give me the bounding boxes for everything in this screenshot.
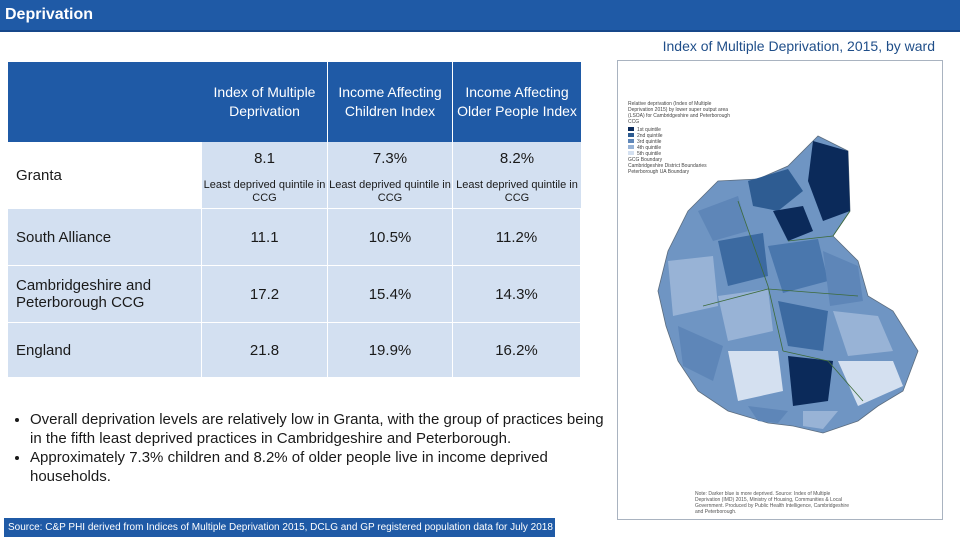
map-region — [728, 351, 783, 401]
legend-item: 4th quintile — [628, 145, 738, 151]
legend-label: 3rd quintile — [637, 139, 662, 145]
row-children-value: 19.9% — [328, 322, 453, 377]
row-label: South Alliance — [8, 208, 202, 265]
bullet-item: Overall deprivation levels are relativel… — [30, 410, 608, 448]
map-region — [698, 196, 748, 241]
title-bar: Deprivation — [0, 0, 960, 32]
legend-item: 2nd quintile — [628, 133, 738, 139]
map-region — [748, 406, 788, 423]
granta-children-value: 7.3% — [328, 142, 452, 175]
row-imd-value: 17.2 — [202, 265, 328, 322]
row-label: England — [8, 322, 202, 377]
table-row: South Alliance 11.1 10.5% 11.2% — [8, 208, 581, 265]
header-children: Income Affecting Children Index — [328, 62, 452, 142]
table-row-granta: Granta 8.1 7.3% 8.2% Least deprived quin… — [8, 142, 581, 208]
map-region — [808, 141, 850, 221]
legend-items: 1st quintile 2nd quintile 3rd quintile 4th … — [628, 127, 738, 157]
legend-item: 5th quintile — [628, 151, 738, 157]
district-boundary — [787, 210, 851, 242]
header-imd: Index of Multiple Deprivation — [202, 62, 327, 142]
map-region — [773, 206, 813, 241]
legend-label: 1st quintile — [637, 127, 661, 133]
granta-imd-value: 8.1 — [202, 142, 327, 175]
granta-imd-sub: Least deprived quintile in CCG — [202, 175, 327, 208]
map-region — [668, 256, 718, 316]
table-header-row: Index of Multiple Deprivation Income Aff… — [8, 62, 581, 142]
row-children-value: 15.4% — [328, 265, 453, 322]
table-header-blank — [8, 62, 202, 142]
legend-swatch — [628, 139, 634, 143]
table-row: England 21.8 19.9% 16.2% — [8, 322, 581, 377]
header-older: Income Affecting Older People Index — [453, 62, 581, 142]
map-region — [838, 361, 903, 406]
deprivation-map: Relative deprivation (Index of Multiple … — [617, 60, 943, 520]
row-label-granta: Granta — [8, 142, 202, 208]
granta-older-sub: Least deprived quintile in CCG — [453, 175, 581, 208]
legend-item: 1st quintile — [628, 127, 738, 133]
map-region — [833, 311, 893, 356]
district-boundary — [782, 350, 864, 402]
legend-swatch — [628, 127, 634, 131]
row-older-value: 11.2% — [453, 208, 581, 265]
legend-swatch — [628, 133, 634, 137]
row-imd-value: 11.1 — [202, 208, 328, 265]
legend-boundary: Cambridgeshire District Boundaries — [628, 163, 707, 169]
map-region — [718, 233, 768, 286]
legend-swatch — [628, 151, 634, 155]
map-region — [788, 356, 833, 406]
map-region — [823, 251, 863, 306]
row-older-value: 16.2% — [453, 322, 581, 377]
granta-older-value: 8.2% — [453, 142, 581, 175]
legend-swatch — [628, 145, 634, 149]
row-imd-value: 21.8 — [202, 322, 328, 377]
map-legend: Relative deprivation (Index of Multiple … — [628, 101, 738, 175]
legend-heading: Relative deprivation (Index of Multiple … — [628, 101, 730, 125]
legend-boundary: Peterborough UA Boundary — [628, 169, 690, 175]
source-footer: Source: C&P PHI derived from Indices of … — [4, 518, 555, 537]
map-region — [768, 239, 828, 293]
legend-label: 2nd quintile — [637, 133, 663, 139]
granta-children-sub: Least deprived quintile in CCG — [328, 175, 452, 208]
district-boundary — [737, 200, 784, 352]
map-region — [678, 326, 723, 381]
page-title: Deprivation — [5, 6, 94, 23]
legend-item: 3rd quintile — [628, 139, 738, 145]
row-children-value: 10.5% — [328, 208, 453, 265]
row-older-value: 14.3% — [453, 265, 581, 322]
summary-bullets: Overall deprivation levels are relativel… — [8, 410, 608, 486]
bullet-item: Approximately 7.3% children and 8.2% of … — [30, 448, 608, 486]
legend-label: 4th quintile — [637, 145, 662, 151]
row-label: Cambridgeshire and Peterborough CCG — [8, 265, 202, 322]
map-note: Note: Darker blue is more deprived. Sour… — [695, 491, 849, 515]
map-region — [778, 301, 828, 351]
map-region — [718, 289, 773, 341]
legend-label: 5th quintile — [637, 151, 662, 157]
legend-boundary: GCG Boundary — [628, 157, 663, 163]
map-graphic — [657, 135, 919, 434]
map-region — [748, 169, 803, 211]
map-region — [803, 411, 838, 429]
district-boundary — [702, 288, 859, 307]
table-row: Cambridgeshire and Peterborough CCG 17.2… — [8, 265, 581, 322]
map-title: Index of Multiple Deprivation, 2015, by … — [662, 38, 935, 54]
